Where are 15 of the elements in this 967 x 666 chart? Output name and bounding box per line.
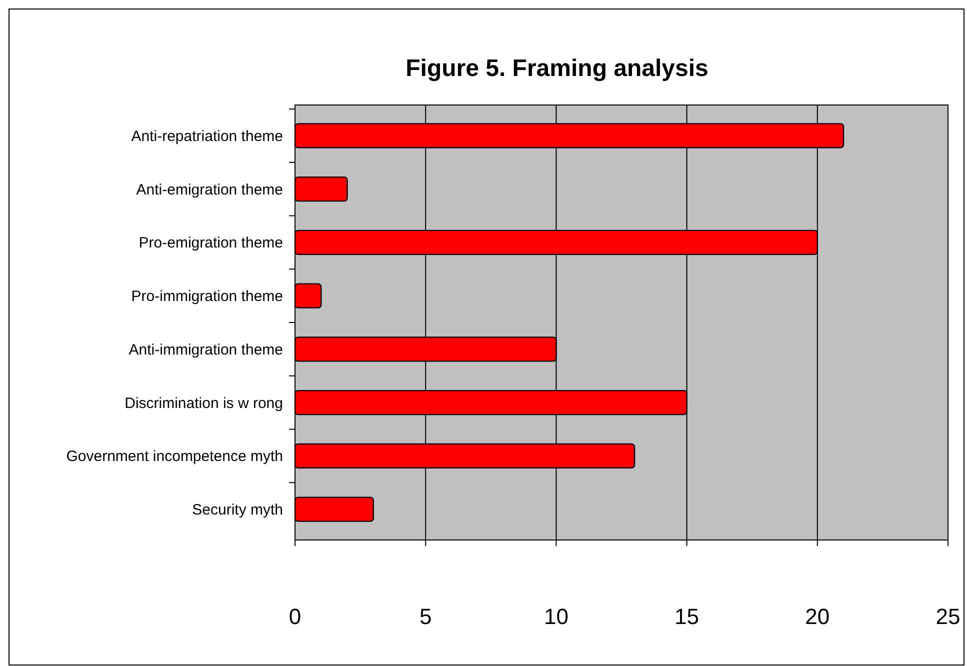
x-tick-label: 5 [419, 604, 432, 629]
x-tick-label: 15 [674, 604, 700, 629]
x-tick-label: 10 [544, 604, 568, 629]
x-tick-label: 20 [805, 604, 830, 629]
y-tick-label: Anti-emigration theme [136, 181, 283, 198]
y-tick-label: Discrimination is w rong [124, 394, 283, 412]
y-tick-label: Pro-immigration theme [131, 288, 283, 306]
x-tick-label: 25 [936, 604, 960, 629]
y-tick-label: Pro-emigration theme [138, 234, 283, 252]
x-tick-label: 0 [288, 604, 302, 629]
y-tick-label: Government incompetence myth [66, 448, 283, 466]
chart-title: Figure 5. Framing analysis [406, 55, 708, 82]
y-tick-label: Anti-immigration theme [128, 341, 283, 358]
y-tick-label: Security myth [192, 502, 283, 519]
y-tick-label: Anti-repatriation theme [131, 128, 283, 145]
